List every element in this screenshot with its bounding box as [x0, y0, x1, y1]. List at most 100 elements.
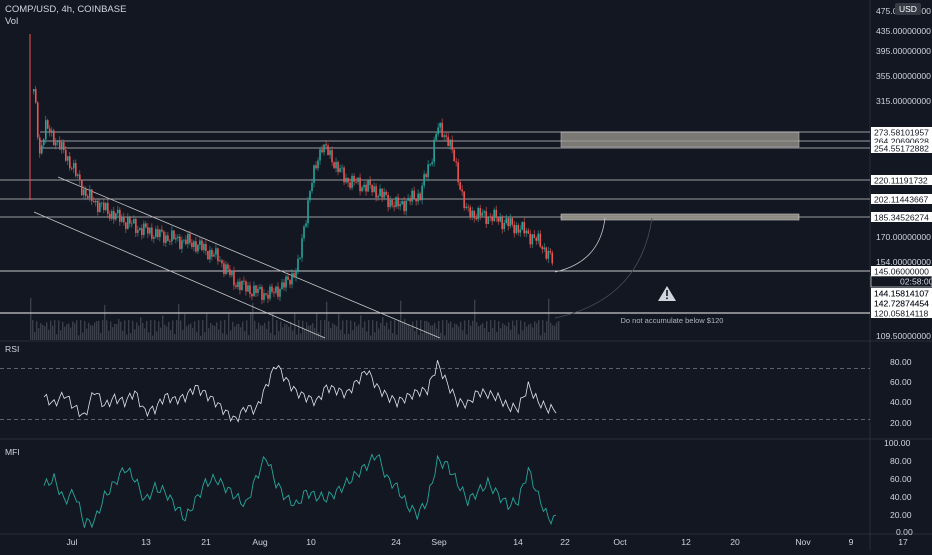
candle-body	[129, 217, 131, 224]
warning-note: Do not accumulate below $120	[621, 316, 724, 325]
mfi-label: MFI	[5, 447, 20, 457]
volume-bar	[254, 320, 256, 340]
candle-body	[355, 181, 357, 183]
candle-body	[353, 175, 355, 182]
price-level-label-bg	[871, 266, 932, 276]
volume-bar	[64, 326, 66, 340]
candle-body	[529, 233, 532, 245]
candle-body	[457, 162, 459, 183]
candle-body	[515, 225, 518, 234]
volume-bar	[102, 320, 104, 340]
volume-bar	[406, 324, 408, 340]
channel-line-upper	[57, 176, 441, 339]
candle-body	[227, 264, 229, 270]
volume-bar	[66, 324, 68, 340]
candle-body	[269, 286, 271, 299]
currency-badge[interactable]: USD	[895, 3, 921, 15]
mfi-pane: MFI 100.00 80.00 60.00 40.00 20.00 0.00	[5, 438, 913, 537]
candle-body	[461, 189, 463, 192]
symbol-title: COMP/USD, 4h, COINBASE	[5, 4, 127, 15]
volume-bar	[556, 322, 558, 340]
candle-body	[459, 182, 461, 190]
volume-bar	[272, 312, 274, 340]
candle-body	[407, 198, 409, 201]
candle-body	[207, 250, 209, 260]
volume-bar	[116, 324, 118, 340]
price-axis-tick: 435.00000000	[876, 26, 931, 36]
volume-bar	[282, 327, 284, 340]
volume-bar	[366, 331, 368, 340]
volume-bar	[302, 320, 304, 340]
volume-bar	[340, 329, 342, 340]
volume-bar	[140, 317, 142, 340]
rsi-label: RSI	[5, 344, 19, 354]
candle-body	[335, 161, 337, 169]
candle-body	[36, 102, 39, 138]
candle-body	[549, 250, 552, 253]
resistance-zone	[560, 131, 800, 148]
candle-body	[377, 195, 379, 198]
rsi-axis-tick: 20.00	[890, 418, 912, 428]
candle-body	[307, 200, 309, 224]
candle-body	[77, 174, 79, 176]
volume-bar	[204, 332, 206, 340]
volume-bar	[520, 320, 522, 340]
candle-body	[509, 218, 512, 227]
candle-body	[371, 185, 373, 193]
volume-bar	[218, 329, 220, 340]
candle-body	[379, 188, 381, 196]
volume-bar	[270, 332, 272, 340]
volume-bar	[174, 334, 176, 340]
price-level-label-bg	[871, 175, 932, 185]
volume-bar	[182, 329, 184, 340]
volume-bar	[296, 334, 298, 340]
volume-bar	[276, 320, 278, 340]
candle-body	[435, 133, 437, 140]
price-axis-tick: 355.00000000	[876, 71, 931, 81]
volume-bar	[212, 324, 214, 340]
price-level-label: 273.58101957	[874, 127, 929, 137]
volume-bar	[90, 325, 92, 340]
candle-body	[135, 219, 137, 233]
volume-bar	[434, 322, 436, 340]
candle-body	[181, 240, 183, 249]
mfi-axis-tick: 100.00	[884, 438, 911, 448]
volume-bar	[250, 312, 252, 340]
candle-body	[295, 270, 297, 278]
candle-body	[163, 231, 165, 243]
candle-body	[189, 233, 191, 243]
volume-bar	[376, 321, 378, 340]
candle-body	[443, 135, 445, 137]
candle-body	[473, 210, 475, 219]
candle-body	[153, 237, 155, 239]
volume-bar	[118, 318, 120, 340]
volume-bar	[208, 328, 210, 340]
candle-body	[475, 218, 477, 220]
volume-bar	[380, 322, 382, 340]
candle-body	[191, 242, 193, 248]
candle-body	[401, 201, 403, 205]
time-axis-tick: 14	[513, 537, 523, 547]
candle-body	[34, 89, 37, 103]
candle-body	[345, 177, 347, 183]
volume-bar	[530, 323, 532, 340]
volume-bar	[260, 325, 262, 340]
volume-bar	[534, 321, 536, 340]
countdown-bg	[870, 275, 932, 288]
volume-bar	[226, 334, 228, 340]
volume-bar	[518, 334, 520, 340]
candle-body	[52, 130, 55, 146]
volume-bar	[414, 330, 416, 340]
candle-body	[169, 240, 171, 242]
candle-body	[387, 194, 389, 208]
volume-bar	[418, 334, 420, 340]
price-level-label-bg	[871, 212, 932, 222]
volume-bar	[194, 321, 196, 340]
volume-bar	[200, 335, 202, 340]
candle-body	[64, 150, 67, 161]
volume-bar	[88, 322, 90, 340]
volume-bar	[130, 333, 132, 340]
volume-bar	[500, 328, 502, 340]
